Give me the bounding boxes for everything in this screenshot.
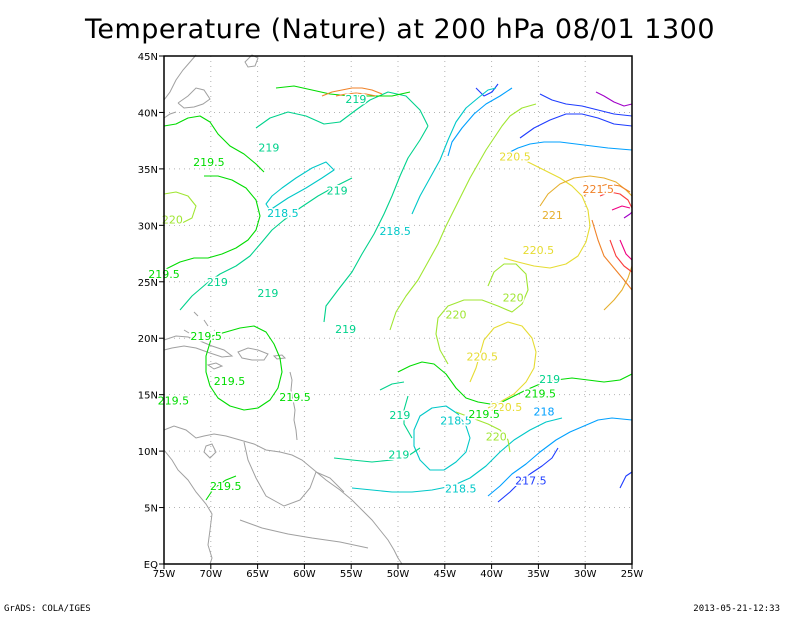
y-tick-label: 20N	[138, 334, 158, 345]
contour-label: 220	[162, 214, 183, 227]
north-america-coastline	[163, 54, 211, 119]
contour-label: 219	[327, 184, 348, 197]
contour-labels: 219 219 219.5 219 218.5 218.5 220 219.5 219 219 21…	[147, 91, 616, 496]
y-tick-label: 35N	[138, 165, 158, 176]
y-tick-label: 40N	[138, 108, 158, 119]
x-tick-label: 50W	[387, 569, 410, 580]
contour-label: 219.5	[193, 156, 225, 169]
lake-maracaibo-coastline	[203, 443, 217, 459]
lesser-antilles-coastline	[289, 371, 298, 441]
coastlines	[163, 54, 403, 565]
x-tick-label: 60W	[293, 569, 316, 580]
x-tick-label: 75W	[153, 569, 176, 580]
contour-label: 219	[389, 409, 410, 422]
contour-218-north	[447, 87, 513, 157]
x-tick-label: 70W	[199, 569, 222, 580]
contour-218.5-west	[265, 161, 335, 211]
contour-label: 221.5	[583, 183, 615, 196]
x-tick-label: 25W	[621, 569, 644, 580]
contour-label: 219.5	[279, 391, 311, 404]
contour-label: 217.5	[515, 474, 547, 487]
y-tick-label: 45N	[138, 52, 158, 63]
contour-label: 219	[345, 93, 366, 106]
contour-label: 221	[542, 209, 563, 222]
hispaniola-coastline	[237, 347, 269, 361]
x-tick-label: 30W	[574, 569, 597, 580]
contour-label: 219	[258, 141, 279, 154]
cuba-coastline	[163, 335, 234, 358]
contour-label: 218.5	[267, 207, 299, 220]
contour-label: 219	[257, 287, 278, 300]
x-tick-label: 45W	[433, 569, 456, 580]
nova-scotia-coastline	[244, 54, 259, 68]
lat-lon-grid	[164, 56, 632, 564]
contour-222.5	[611, 205, 633, 261]
contour-219-south	[333, 381, 421, 463]
jamaica-coastline	[206, 362, 224, 370]
y-tick-label: 5N	[144, 504, 158, 515]
contour-label: 218.5	[440, 415, 472, 428]
contour-jet-north-3	[539, 93, 633, 117]
contour-218.5-loop	[413, 405, 471, 471]
contour-221.5	[583, 183, 633, 291]
contour-label: 219.5	[525, 388, 557, 401]
contour-label: 219	[207, 276, 228, 289]
contour-label: 220.5	[523, 244, 555, 257]
contour-label: 220	[486, 430, 507, 443]
grads-credit: GrADS: COLA/IGES	[4, 604, 91, 614]
contour-jet-north-2	[519, 113, 633, 139]
contour-label: 219.5	[210, 480, 242, 493]
x-tick-label: 65W	[246, 569, 269, 580]
contour-label: 220	[446, 309, 467, 322]
contour-220.5	[469, 151, 591, 409]
contour-218.5-south	[351, 417, 563, 493]
contour-label: 219.5	[214, 375, 246, 388]
contour-label: 219	[388, 448, 409, 461]
contour-label: 219	[539, 373, 560, 386]
contour-label: 220.5	[491, 401, 523, 414]
contour-label: 219.5	[158, 394, 190, 407]
contour-northern-warm-lobe	[321, 87, 383, 97]
y-tick-label: EQ	[144, 560, 158, 571]
contour-219.5-west	[163, 175, 261, 271]
contour-219.5-caribbean	[205, 325, 283, 411]
contour-label: 218.5	[379, 225, 411, 238]
x-tick-label: 40W	[480, 569, 503, 580]
y-tick-label: 15N	[138, 391, 158, 402]
contour-label: 220.5	[466, 350, 498, 363]
contour-label: 219.5	[468, 408, 500, 421]
contour-218-east	[487, 417, 633, 497]
contour-label: 220	[503, 292, 524, 305]
contour-jet-north-1	[505, 141, 633, 155]
contour-220-loop	[435, 263, 529, 365]
contour-label: 218	[534, 406, 555, 419]
contour-222	[599, 191, 633, 273]
country-borders	[239, 441, 369, 549]
contour-219-north	[255, 91, 429, 323]
temperature-contours	[163, 83, 633, 503]
contour-label: 220.5	[499, 150, 531, 163]
plot-title: Temperature (Nature) at 200 hPa 08/01 13…	[84, 14, 716, 45]
contour-220-upper	[389, 103, 537, 331]
render-timestamp: 2013-05-21-12:33	[693, 604, 780, 614]
y-tick-label: 10N	[138, 447, 158, 458]
axis-ticks: 75W 70W 65W 60W 55W 50W 45W 40W 35W 30W 25W EQ 5N 10N…	[138, 52, 644, 580]
x-tick-label: 55W	[340, 569, 363, 580]
contour-218.5-north	[411, 87, 497, 215]
contour-219.5-south	[205, 475, 237, 501]
contour-219.5-east	[397, 361, 633, 405]
y-tick-label: 25N	[138, 278, 158, 289]
contour-label: 219.5	[190, 330, 222, 343]
x-tick-label: 35W	[527, 569, 550, 580]
y-tick-label: 30N	[138, 221, 158, 232]
contour-label: 219	[335, 323, 356, 336]
south-america-coastline	[163, 425, 403, 565]
bahamas-coastline	[183, 311, 219, 335]
contour-220-south	[163, 191, 511, 453]
contour-label: 218.5	[445, 482, 477, 495]
contour-219-west	[179, 177, 353, 311]
